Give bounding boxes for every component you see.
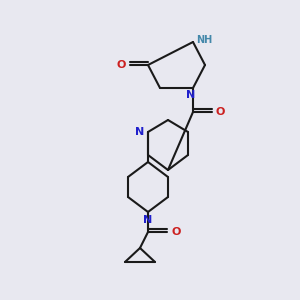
Text: O: O	[171, 227, 180, 237]
Text: NH: NH	[196, 35, 212, 45]
Text: O: O	[216, 107, 225, 117]
Text: N: N	[135, 127, 144, 137]
Text: N: N	[186, 90, 196, 100]
Text: N: N	[143, 215, 153, 225]
Text: O: O	[117, 60, 126, 70]
